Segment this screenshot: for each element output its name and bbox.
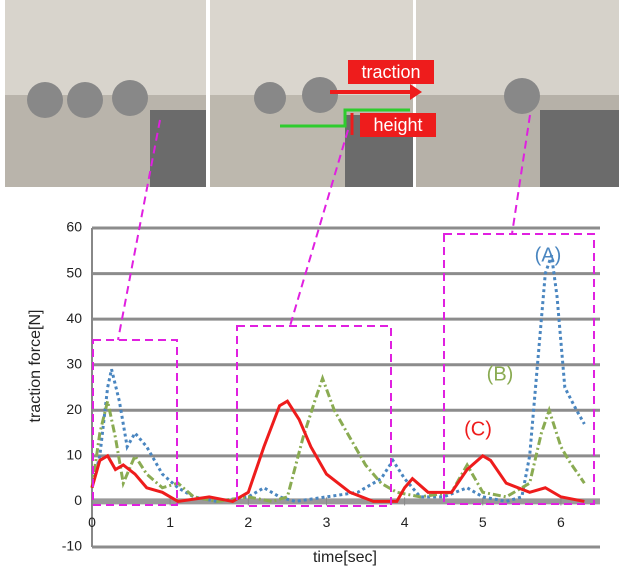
y-tick-label: 30: [66, 355, 82, 371]
wheel: [302, 77, 338, 113]
photo-step: [150, 110, 206, 187]
x-axis-label: time[sec]: [313, 549, 377, 566]
x-tick-label: 3: [323, 514, 331, 530]
photo-step: [540, 110, 619, 187]
x-tick-label: 0: [88, 514, 96, 530]
wheel: [67, 82, 103, 118]
highlight-box: [92, 339, 178, 506]
highlight-boxes: [92, 114, 595, 507]
x-tick-label: 6: [557, 514, 565, 530]
wheel: [112, 80, 148, 116]
annotation: height: [373, 115, 422, 135]
series-line: [90, 373, 586, 503]
x-tick-label: 1: [166, 514, 174, 530]
plot: -10 0 10 20 30 40 50 60 0 1 2 3 4 5 6 (A) (B) (C): [62, 219, 600, 554]
y-tick-label: -10: [62, 538, 82, 554]
series-line: [90, 254, 586, 503]
wheel: [254, 82, 286, 114]
x-tick-label: 2: [244, 514, 252, 530]
label-bg: [348, 60, 434, 84]
connector: [117, 119, 161, 341]
y-tick-label: 50: [66, 264, 82, 280]
highlight-box: [236, 325, 392, 507]
connector: [289, 129, 349, 327]
series-label: (B): [487, 363, 514, 385]
y-tick-label: 40: [66, 310, 82, 326]
arrow-head: [410, 84, 422, 100]
wheel: [504, 78, 540, 114]
label-bg: [360, 113, 436, 137]
highlight-box: [443, 233, 595, 505]
y-axis-label: traction force[N]: [27, 310, 44, 423]
y-tick-label: 60: [66, 219, 82, 235]
x-tick-label: 4: [401, 514, 409, 530]
series-label: (A): [535, 244, 562, 266]
y-tick-label: 20: [66, 401, 82, 417]
height-marker: [280, 108, 410, 128]
y-tick-label: 10: [66, 447, 82, 463]
y-tick-label: 0: [74, 492, 82, 508]
wheel: [27, 82, 63, 118]
x-tick-label: 5: [479, 514, 487, 530]
photos: traction height: [5, 0, 619, 187]
photo-bg: [5, 0, 206, 95]
annotation: traction: [361, 62, 420, 82]
series-line: [90, 399, 585, 504]
series-label: (C): [464, 418, 492, 440]
connector: [511, 114, 531, 235]
